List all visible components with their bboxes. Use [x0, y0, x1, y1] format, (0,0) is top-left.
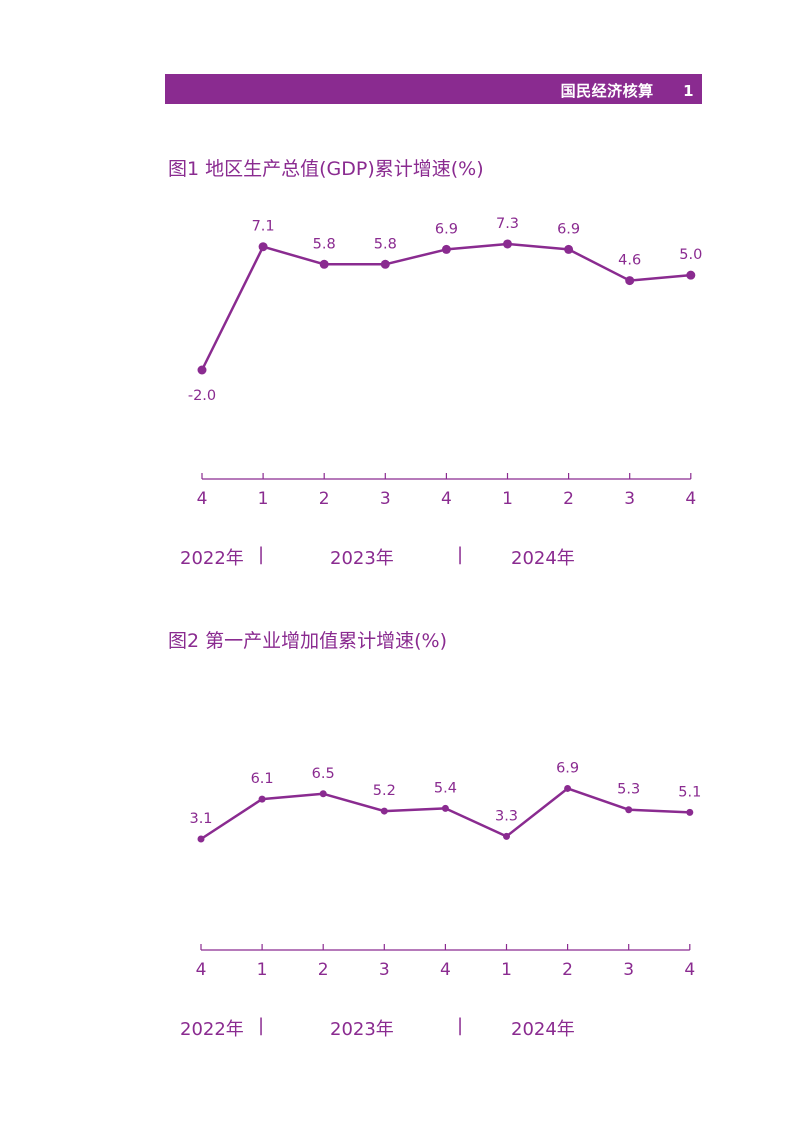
chart2-point-5 — [503, 832, 510, 840]
chart1-year-separator-2: | — [457, 544, 464, 565]
chart2-tick-label-4: 4 — [440, 960, 451, 980]
chart2-data-label-4: 5.4 — [434, 780, 457, 796]
chart2-year-2024: 2024年 — [511, 1019, 575, 1040]
chart1-title: 图1 地区生产总值(GDP)累计增速(%) — [168, 158, 484, 180]
chart1-data-label-0: -2.0 — [188, 388, 216, 404]
chart2-data-label-5: 3.3 — [495, 808, 518, 824]
chart2-point-8 — [686, 808, 694, 816]
chart1-tick-label-2: 2 — [319, 489, 330, 509]
chart2-data-label-1: 6.1 — [251, 771, 274, 787]
chart2-year-2022: 2022年 — [180, 1019, 244, 1040]
chart2-year-separator-1: | — [258, 1015, 265, 1036]
chart1-year-separator-1: | — [258, 544, 265, 565]
chart2-tick-label-2: 2 — [318, 960, 329, 980]
chart1-year-2023: 2023年 — [330, 548, 394, 569]
chart1-tick-label-6: 2 — [563, 489, 574, 509]
chart2-point-3 — [380, 807, 388, 815]
section-title: 国民经济核算 — [560, 82, 654, 100]
chart1-tick-label-7: 3 — [624, 489, 635, 509]
chart2-data-label-2: 6.5 — [312, 766, 335, 782]
chart2-tick-label-3: 3 — [379, 960, 390, 980]
chart1-point-7 — [625, 276, 635, 286]
chart2-tick-label-0: 4 — [196, 960, 207, 980]
chart2-point-0 — [197, 835, 205, 843]
chart1-point-4 — [441, 244, 451, 254]
chart1-point-8 — [686, 270, 696, 280]
chart1-data-label-1: 7.1 — [252, 219, 275, 235]
chart1-year-2024: 2024年 — [511, 548, 575, 569]
page-number: 1 — [683, 82, 694, 100]
chart2-data-label-6: 6.9 — [556, 760, 579, 776]
chart1-point-1 — [258, 242, 268, 252]
chart2-title: 图2 第一产业增加值累计增速(%) — [168, 630, 448, 652]
chart1-tick-label-0: 4 — [197, 489, 208, 509]
chart2-data-label-8: 5.1 — [678, 784, 701, 800]
chart1-tick-label-3: 3 — [380, 489, 391, 509]
chart2-data-label-0: 3.1 — [189, 811, 212, 827]
chart1-year-2022: 2022年 — [180, 548, 244, 569]
chart2-tick-label-8: 4 — [684, 960, 695, 980]
header-title-group: 国民经济核算 1 — [561, 80, 694, 101]
chart1-point-3 — [380, 259, 390, 269]
chart2-data-label-7: 5.3 — [617, 782, 640, 798]
chart2-point-4 — [441, 804, 449, 812]
header-bar: 国民经济核算 1 — [165, 74, 702, 104]
chart2-point-1 — [258, 795, 266, 803]
chart1-data-label-5: 7.3 — [496, 216, 519, 232]
chart2-year-2023: 2023年 — [330, 1019, 394, 1040]
chart1-point-2 — [319, 259, 329, 269]
chart1-data-label-7: 4.6 — [618, 253, 641, 269]
chart1-data-label-4: 6.9 — [435, 221, 458, 237]
chart1-data-label-3: 5.8 — [374, 236, 397, 252]
chart2-point-7 — [625, 806, 633, 814]
chart1-data-label-8: 5.0 — [679, 247, 702, 263]
chart1-tick-label-8: 4 — [685, 489, 696, 509]
chart2-year-separator-2: | — [457, 1015, 464, 1036]
chart1-point-0 — [197, 365, 207, 375]
chart2-tick-label-7: 3 — [623, 960, 634, 980]
chart1-tick-label-5: 1 — [502, 489, 513, 509]
chart1-point-5 — [503, 239, 512, 249]
chart2-point-2 — [319, 790, 327, 798]
chart2-data-label-3: 5.2 — [373, 783, 396, 799]
chart1-plot: 4 1 2 3 4 1 2 3 4 -2.0 7.1 5.8 5.8 6.9 7.3 6.9 4.6 5.0 — [188, 216, 702, 509]
chart1-tick-label-4: 4 — [441, 489, 452, 509]
chart1-data-label-2: 5.8 — [313, 236, 336, 252]
chart2-tick-label-1: 1 — [257, 960, 268, 980]
chart2-tick-label-5: 1 — [501, 960, 512, 980]
chart1-tick-label-1: 1 — [258, 489, 269, 509]
chart2-tick-label-6: 2 — [562, 960, 573, 980]
chart1-data-label-6: 6.9 — [557, 221, 580, 237]
chart2-point-6 — [564, 784, 572, 792]
chart1-point-6 — [564, 244, 574, 254]
